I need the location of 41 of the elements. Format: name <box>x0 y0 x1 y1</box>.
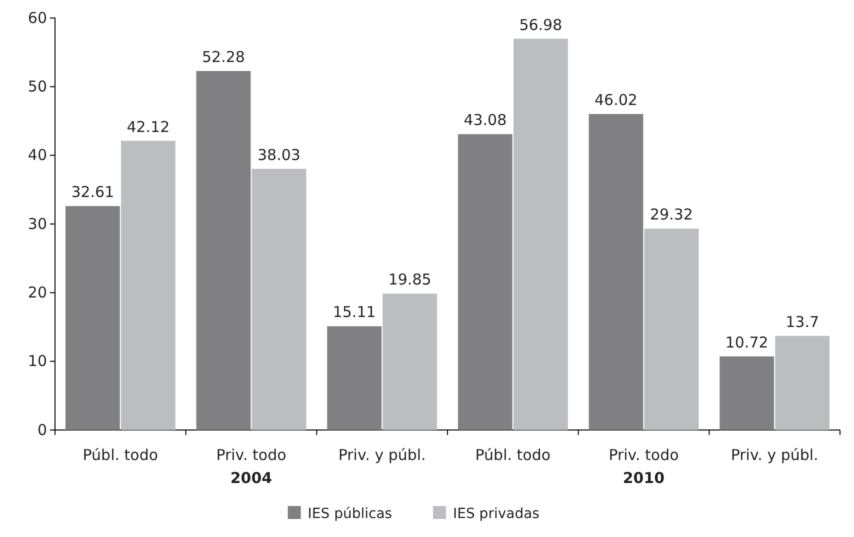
x-tick-label: Priv. y públ. <box>730 446 818 464</box>
x-tick-label: Priv. todo <box>608 446 679 464</box>
data-label: 29.32 <box>650 206 693 224</box>
bar <box>196 71 251 430</box>
data-label: 52.28 <box>202 48 245 66</box>
legend-label: IES públicas <box>308 506 392 522</box>
bar <box>720 356 774 430</box>
bar <box>644 228 699 430</box>
data-label: 43.08 <box>464 111 507 130</box>
bar <box>65 206 120 430</box>
x-tick-label: Priv. todo <box>216 446 286 464</box>
y-tick-label: 60 <box>28 8 47 27</box>
data-label: 15.11 <box>332 303 376 322</box>
y-tick-label: 0 <box>37 420 47 439</box>
data-label: 10.72 <box>725 333 768 352</box>
bar <box>513 38 568 430</box>
y-tick-label: 20 <box>28 283 47 302</box>
x-tick-label: Públ. todo <box>475 446 551 464</box>
bar <box>252 168 306 430</box>
bar <box>327 326 382 430</box>
data-label: 38.03 <box>258 146 300 164</box>
text: 2004 <box>230 469 272 487</box>
data-label: 19.85 <box>388 270 432 289</box>
bar <box>588 114 644 430</box>
y-tick-label: 40 <box>28 146 47 164</box>
x-tick-label: Priv. y públ. <box>338 446 426 464</box>
bar <box>775 336 830 430</box>
y-tick-label: 30 <box>28 214 47 233</box>
y-tick-label: 50 <box>28 77 47 96</box>
y-tick-label: 10 <box>28 352 47 370</box>
x-tick-label: Públ. todo <box>82 446 158 464</box>
data-label: 46.02 <box>594 90 638 109</box>
bar <box>458 134 512 430</box>
legend-label: IES privadas <box>453 506 540 522</box>
data-label: 56.98 <box>519 16 562 34</box>
bar <box>120 140 176 430</box>
data-label: 13.7 <box>786 312 820 331</box>
bar <box>382 294 438 430</box>
data-label: 42.12 <box>126 118 170 136</box>
text: 2010 <box>622 469 665 487</box>
data-label: 32.61 <box>71 183 114 202</box>
